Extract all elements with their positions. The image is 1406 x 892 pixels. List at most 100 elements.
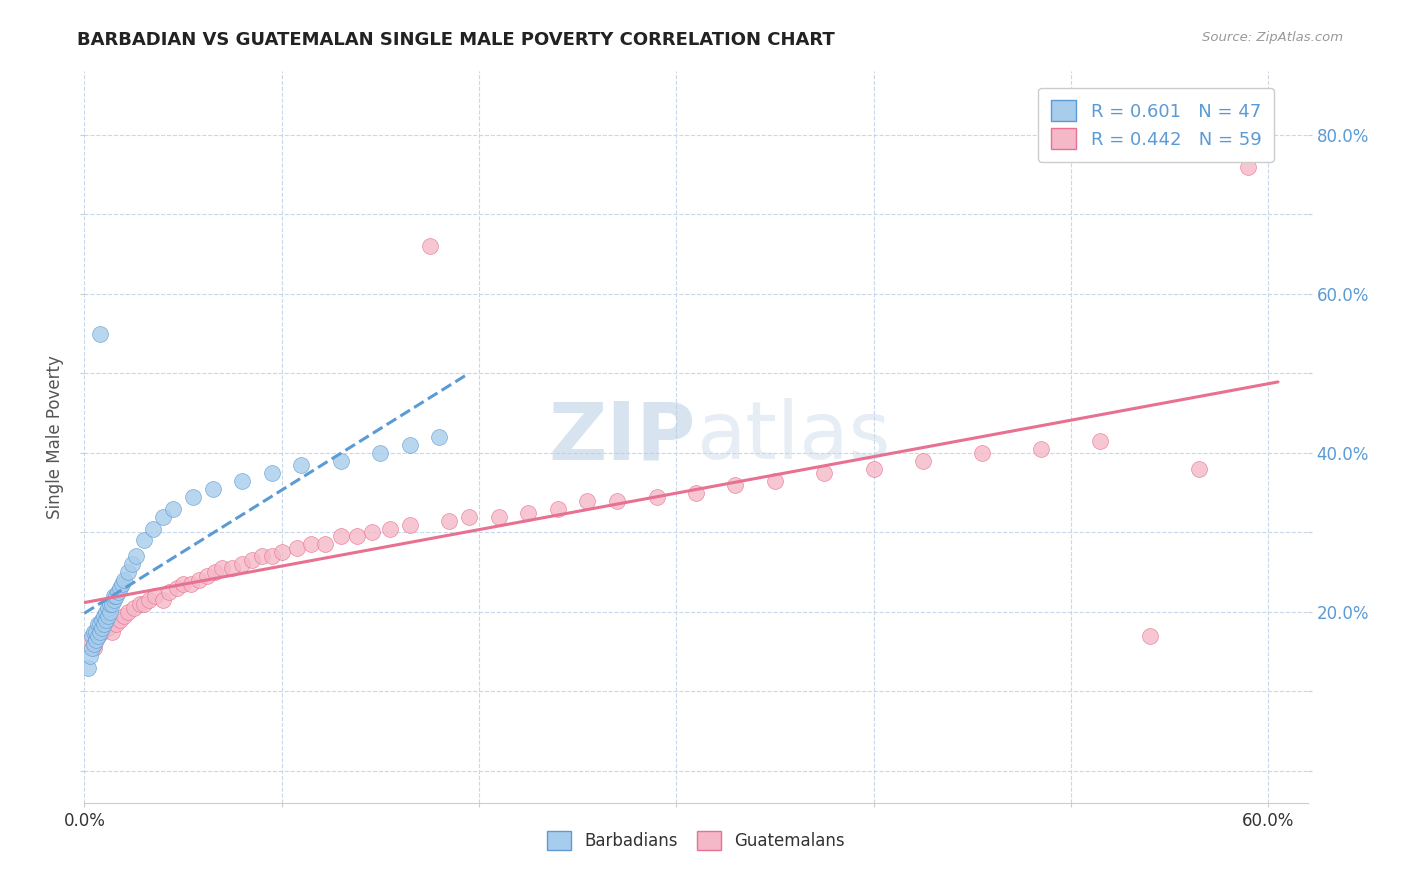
Point xyxy=(1090,434,1112,448)
Point xyxy=(380,521,402,535)
Point xyxy=(91,613,114,627)
Point xyxy=(104,616,127,631)
Text: ZIP: ZIP xyxy=(548,398,696,476)
Point xyxy=(488,509,510,524)
Point xyxy=(94,613,117,627)
Point xyxy=(132,597,155,611)
Point xyxy=(112,609,135,624)
Point xyxy=(1139,629,1161,643)
Point xyxy=(763,474,786,488)
Point xyxy=(83,637,105,651)
Point xyxy=(132,533,155,548)
Point xyxy=(93,609,115,624)
Point xyxy=(221,561,243,575)
Point xyxy=(98,597,121,611)
Point xyxy=(813,466,835,480)
Point xyxy=(361,525,384,540)
Point xyxy=(419,239,441,253)
Point xyxy=(231,474,253,488)
Point xyxy=(270,545,292,559)
Point xyxy=(145,589,167,603)
Point xyxy=(84,632,107,647)
Point xyxy=(329,454,352,468)
Point xyxy=(368,446,391,460)
Point xyxy=(547,501,569,516)
Point xyxy=(138,593,160,607)
Point xyxy=(117,605,139,619)
Point xyxy=(645,490,668,504)
Point xyxy=(101,597,124,611)
Point xyxy=(104,589,127,603)
Point xyxy=(911,454,934,468)
Point xyxy=(157,585,180,599)
Point xyxy=(346,529,368,543)
Point xyxy=(83,624,105,639)
Point xyxy=(187,573,209,587)
Point xyxy=(517,506,540,520)
Point xyxy=(260,466,283,480)
Point xyxy=(290,458,312,472)
Point xyxy=(240,553,263,567)
Point xyxy=(87,629,110,643)
Point xyxy=(458,509,481,524)
Point xyxy=(103,589,125,603)
Point xyxy=(93,616,115,631)
Point xyxy=(329,529,352,543)
Point xyxy=(162,501,184,516)
Point xyxy=(89,326,111,341)
Point xyxy=(91,624,114,639)
Point xyxy=(201,482,224,496)
Point xyxy=(108,581,131,595)
Point xyxy=(862,462,884,476)
Point xyxy=(142,521,165,535)
Point xyxy=(429,430,451,444)
Point xyxy=(287,541,309,556)
Point xyxy=(112,573,135,587)
Point xyxy=(1188,462,1211,476)
Point xyxy=(152,509,174,524)
Point xyxy=(399,517,422,532)
Text: Source: ZipAtlas.com: Source: ZipAtlas.com xyxy=(1202,31,1343,45)
Point xyxy=(97,601,120,615)
Point xyxy=(260,549,283,564)
Point xyxy=(180,577,202,591)
Point xyxy=(204,566,226,580)
Point xyxy=(122,601,145,615)
Point xyxy=(97,609,120,624)
Point xyxy=(124,549,146,564)
Point xyxy=(576,493,599,508)
Point xyxy=(84,624,107,639)
Point xyxy=(314,537,336,551)
Point xyxy=(724,477,747,491)
Point xyxy=(970,446,993,460)
Text: atlas: atlas xyxy=(696,398,890,476)
Point xyxy=(152,593,174,607)
Point xyxy=(111,577,134,591)
Point xyxy=(97,621,120,635)
Point xyxy=(98,605,121,619)
Point xyxy=(101,624,124,639)
Point xyxy=(299,537,322,551)
Point xyxy=(121,558,143,572)
Point xyxy=(89,624,111,639)
Point xyxy=(107,585,129,599)
Point xyxy=(250,549,273,564)
Point xyxy=(128,597,150,611)
Point xyxy=(211,561,233,575)
Point xyxy=(79,648,101,663)
Point xyxy=(172,577,194,591)
Point xyxy=(83,640,105,655)
Point xyxy=(108,613,131,627)
Point xyxy=(181,490,204,504)
Y-axis label: Single Male Poverty: Single Male Poverty xyxy=(46,355,65,519)
Point xyxy=(89,616,111,631)
Point xyxy=(1031,442,1053,456)
Point xyxy=(87,629,110,643)
Point xyxy=(606,493,628,508)
Point xyxy=(82,629,104,643)
Point xyxy=(77,660,100,674)
Legend: Barbadians, Guatemalans: Barbadians, Guatemalans xyxy=(540,824,852,856)
Point xyxy=(103,593,125,607)
Point xyxy=(87,616,110,631)
Text: BARBADIAN VS GUATEMALAN SINGLE MALE POVERTY CORRELATION CHART: BARBADIAN VS GUATEMALAN SINGLE MALE POVE… xyxy=(77,31,835,49)
